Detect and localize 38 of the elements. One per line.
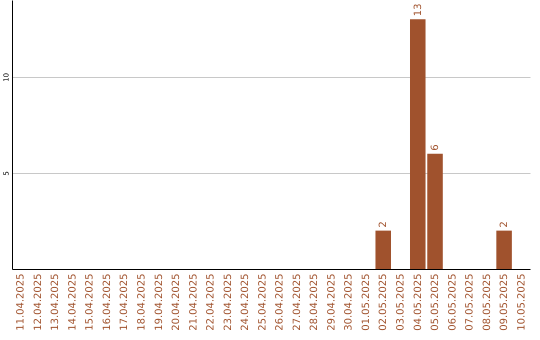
x-tick-label: 01.05.2025 xyxy=(360,274,372,331)
x-tick-label: 20.04.2025 xyxy=(171,274,182,331)
x-tick-label: 30.04.2025 xyxy=(344,274,355,331)
x-tick-label: 13.04.2025 xyxy=(50,274,62,331)
x-tick-label: 03.05.2025 xyxy=(396,274,406,331)
x-tick-label: 29.04.2025 xyxy=(326,274,338,331)
x-tick-label: 12.04.2025 xyxy=(32,274,44,331)
x-tick-label: 27.04.2025 xyxy=(292,274,303,331)
data-label: 2 xyxy=(499,221,510,228)
data-label: 13 xyxy=(412,3,424,16)
x-tick-label: 07.05.2025 xyxy=(464,274,476,331)
x-tick-label: 19.04.2025 xyxy=(154,274,165,331)
x-tick-label: 25.04.2025 xyxy=(257,274,268,331)
x-tick-label: 05.05.2025 xyxy=(430,274,442,331)
x-tick-label: 06.05.2025 xyxy=(447,274,458,331)
bar xyxy=(375,230,392,269)
x-tick-label: 28.04.2025 xyxy=(309,274,320,331)
x-tick-label: 08.05.2025 xyxy=(482,274,493,331)
x-tick-label: 15.04.2025 xyxy=(84,274,96,331)
x-tick-label: 10.05.2025 xyxy=(516,274,528,331)
x-tick-label: 02.05.2025 xyxy=(378,274,390,331)
x-tick-label: 18.04.2025 xyxy=(136,274,148,331)
bar xyxy=(427,154,443,269)
x-tick-label: 22.04.2025 xyxy=(206,274,217,331)
x-tick-label: 21.04.2025 xyxy=(188,274,200,331)
x-tick-label: 26.04.2025 xyxy=(274,274,286,331)
x-tick-label: 17.04.2025 xyxy=(119,274,130,331)
x-tick-label: 14.04.2025 xyxy=(67,274,78,331)
x-tick-label: 16.04.2025 xyxy=(102,274,113,331)
x-tick-label: 23.04.2025 xyxy=(222,274,234,331)
data-label: 2 xyxy=(378,221,390,228)
x-tick-label: 04.05.2025 xyxy=(412,274,424,331)
x-tick-label: 11.04.2025 xyxy=(16,274,27,331)
x-tick-label: 24.04.2025 xyxy=(240,274,252,331)
bar xyxy=(410,19,426,269)
data-label: 6 xyxy=(430,144,442,151)
bar xyxy=(496,230,512,269)
x-tick-label: 09.05.2025 xyxy=(499,274,510,331)
